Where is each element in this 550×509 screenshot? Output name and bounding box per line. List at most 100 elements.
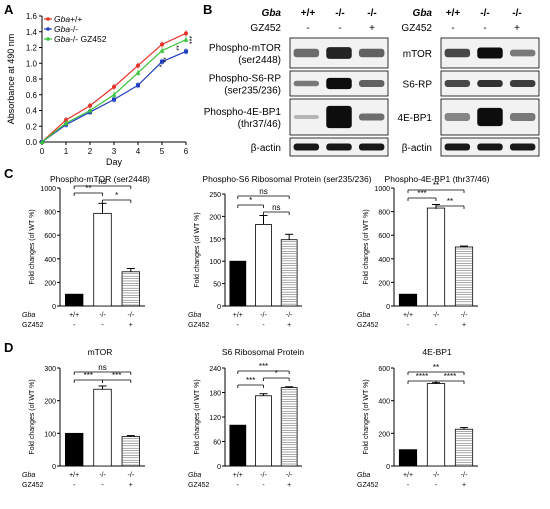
treatment-label: - [73,322,76,329]
category-label: -/- [286,312,293,319]
treatment-label: - [435,482,438,489]
row-label-gba: Gba [188,472,201,479]
y-tick-label: 100 [44,431,56,438]
category-label: +/+ [233,472,243,479]
bar [93,388,112,467]
y-tick-label: 0.6 [26,91,38,100]
treatment-label: - [407,482,410,489]
y-tick-label: 400 [378,399,390,406]
y-tick-label: 1.0 [26,59,38,68]
y-tick-label: 0 [52,304,56,311]
blot-band [358,143,385,151]
blot-band [444,48,471,58]
treatment-label: - [237,482,240,489]
header-gba-label: Gba [262,8,282,19]
row-label-gz452: GZ452 [357,322,379,329]
category-label: +/+ [233,312,243,319]
legend-marker [46,37,50,41]
panel-letter-c: C [4,166,14,181]
blot-band [444,112,471,122]
significance-label: ns [98,177,106,186]
y-tick-label: 150 [209,237,221,244]
treatment-label: - [73,482,76,489]
y-axis-label: Absorbance at 490 nm [6,34,16,125]
blot-band [477,47,503,59]
x-tick-label: 1 [64,147,69,156]
y-tick-label: 200 [44,399,56,406]
y-tick-label: 0.8 [26,75,38,84]
category-label: -/- [433,312,440,319]
y-tick-label: 800 [378,210,390,217]
treatment-label: + [462,482,466,489]
y-tick-label: 240 [209,366,221,373]
y-axis-label: Fold changes (of WT %) [194,379,201,454]
header-gba-label: Gba [413,8,433,19]
x-tick-label: 4 [136,147,141,156]
header-treatment: - [338,23,341,34]
significance-label: **** [444,372,456,381]
category-label: -/- [128,312,135,319]
blot-band [293,48,320,58]
row-label-gba: Gba [357,312,370,319]
category-label: +/+ [69,472,79,479]
panel-d-bar-charts: mTOR 0 100 200 300 Fold changes (of WT %) +/+ -… [22,347,478,489]
y-tick-label: 0.4 [26,107,38,116]
y-tick-label: 600 [378,233,390,240]
blot-band [509,143,536,151]
significance-label: *** [246,376,255,385]
chart-title: 4E-BP1 [422,347,452,357]
panel-c-bar-charts: Phospho-mTOR (ser2448)02004006008001000F… [22,174,490,329]
treatment-label: - [262,322,265,329]
treatment-label: + [287,322,291,329]
legend-marker [46,17,50,21]
treatment-label: + [287,482,291,489]
blot-label: Phospho-S6-RP [209,74,282,85]
y-tick-label: 1.4 [26,28,38,37]
bar [64,293,84,307]
header-treatment: - [483,23,486,34]
blot-label: Phospho-4E-BP1 [204,107,282,118]
blot-band [326,143,352,151]
row-label-gba: Gba [22,312,35,319]
blot-band [326,77,352,90]
category-label: -/- [433,472,440,479]
y-axis-label: Fold changes (of WT %) [29,379,36,454]
y-axis-label: Fold changes (of WT %) [194,212,201,287]
blot-label: 4E-BP1 [398,113,433,124]
blot-label: Phospho-mTOR [209,43,281,54]
category-label: +/+ [403,472,413,479]
y-tick-label: 0 [386,304,390,311]
y-axis-label: Fold changes (of WT %) [363,379,370,454]
y-tick-label: 600 [378,366,390,373]
y-tick-label: 200 [209,214,221,221]
blot-label: (thr37/46) [238,119,281,130]
treatment-label: + [129,322,133,329]
y-tick-label: 600 [44,233,56,240]
blot-label: β-actin [251,143,281,154]
panel-letter-b: B [203,2,212,17]
blot-band [358,80,385,87]
y-tick-label: 50 [213,282,221,289]
row-label-gba: Gba [357,472,370,479]
y-tick-label: 120 [209,415,221,422]
bar [426,383,446,467]
bar [93,212,112,307]
chart-title: Phospho-S6 Ribosomal Protein (ser235/236… [202,174,371,184]
treatment-label: - [101,482,104,489]
y-tick-label: 1.6 [26,12,38,21]
category-label: -/- [461,472,468,479]
significance-label: ns [259,187,267,196]
significance-mark: ** [159,57,166,63]
blot-label: S6-RP [403,80,433,91]
significance-label: ns [98,363,106,372]
category-label: +/+ [69,312,79,319]
panel-letter-a: A [4,2,14,17]
y-tick-label: 200 [378,431,390,438]
category-label: -/- [99,472,106,479]
significance-label: *** [259,362,268,371]
category-label: -/- [99,312,106,319]
y-tick-label: 0 [217,304,221,311]
blot-band [326,105,352,129]
y-tick-label: 250 [209,192,221,199]
row-label-gz452: GZ452 [188,322,210,329]
